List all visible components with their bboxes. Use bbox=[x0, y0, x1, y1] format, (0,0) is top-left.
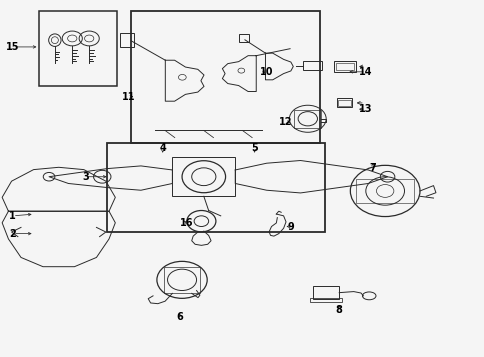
Text: 5: 5 bbox=[251, 143, 257, 153]
Bar bbox=[239, 35, 248, 41]
Bar bbox=[335, 62, 353, 70]
Text: 11: 11 bbox=[122, 92, 136, 102]
Text: 10: 10 bbox=[259, 67, 273, 77]
Text: 12: 12 bbox=[279, 117, 292, 127]
Bar bbox=[336, 99, 351, 107]
Text: 16: 16 bbox=[180, 218, 193, 228]
Bar bbox=[355, 179, 413, 203]
Text: 14: 14 bbox=[358, 67, 372, 77]
Bar bbox=[163, 267, 200, 293]
Bar bbox=[107, 143, 324, 232]
Text: 3: 3 bbox=[82, 172, 89, 182]
Text: 1: 1 bbox=[9, 211, 16, 221]
Text: 4: 4 bbox=[159, 143, 166, 153]
Bar bbox=[120, 33, 134, 46]
Bar bbox=[302, 61, 322, 70]
Bar bbox=[131, 11, 319, 143]
Bar bbox=[172, 157, 235, 196]
Text: 8: 8 bbox=[335, 305, 342, 315]
Bar bbox=[310, 298, 341, 302]
Text: 15: 15 bbox=[6, 42, 19, 52]
Text: 7: 7 bbox=[369, 163, 376, 173]
Bar bbox=[294, 110, 321, 128]
Bar bbox=[333, 61, 355, 72]
Bar bbox=[312, 286, 338, 300]
Text: 13: 13 bbox=[358, 104, 372, 114]
Bar bbox=[337, 100, 350, 106]
Text: 6: 6 bbox=[176, 312, 182, 322]
Text: 2: 2 bbox=[9, 228, 16, 238]
Bar bbox=[39, 11, 117, 86]
Text: 9: 9 bbox=[287, 221, 294, 231]
